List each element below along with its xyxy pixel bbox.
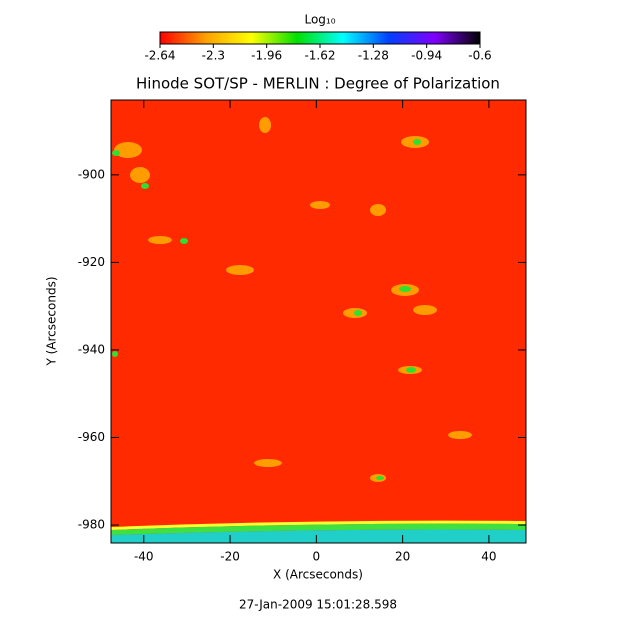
x-tick-label: -20 <box>220 550 240 564</box>
colorbar <box>159 31 481 45</box>
colorbar-tick-label: -1.96 <box>251 49 282 63</box>
heatmap <box>111 100 526 543</box>
x-tick-label: -40 <box>134 550 154 564</box>
heatmap-background <box>111 100 526 543</box>
colorbar-tick-label: -0.6 <box>468 49 491 63</box>
y-tick-label: -960 <box>78 430 105 444</box>
plot-frame <box>110 99 527 544</box>
x-tick-label: 20 <box>395 550 410 564</box>
colorbar-tick-label: -1.28 <box>358 49 389 63</box>
colorbar-tick-label: -0.94 <box>411 49 442 63</box>
off-limb <box>111 529 526 543</box>
limb-band <box>111 523 526 535</box>
x-tick-label: 0 <box>313 550 321 564</box>
colorbar-label: Log₁₀ <box>304 13 335 27</box>
y-tick-label: -900 <box>78 167 105 181</box>
y-tick-label: -940 <box>78 342 105 356</box>
colorbar-tick-label: -2.3 <box>202 49 225 63</box>
strong-spots <box>112 139 421 480</box>
y-tick-label: -920 <box>78 255 105 269</box>
footer: 27-Jan-2009 15:01:28.598 <box>239 598 397 612</box>
x-axis-label: X (Arcseconds) <box>273 568 363 582</box>
limb-edge <box>111 520 526 530</box>
colorbar-tick-label: -1.62 <box>304 49 335 63</box>
chart-title: Hinode SOT/SP - MERLIN : Degree of Polar… <box>136 75 500 93</box>
y-tick-label: -980 <box>78 518 105 532</box>
colorbar-tick-label: -2.64 <box>144 49 175 63</box>
x-tick-label: 40 <box>481 550 496 564</box>
y-axis-label: Y (Arcseconds) <box>45 276 59 366</box>
